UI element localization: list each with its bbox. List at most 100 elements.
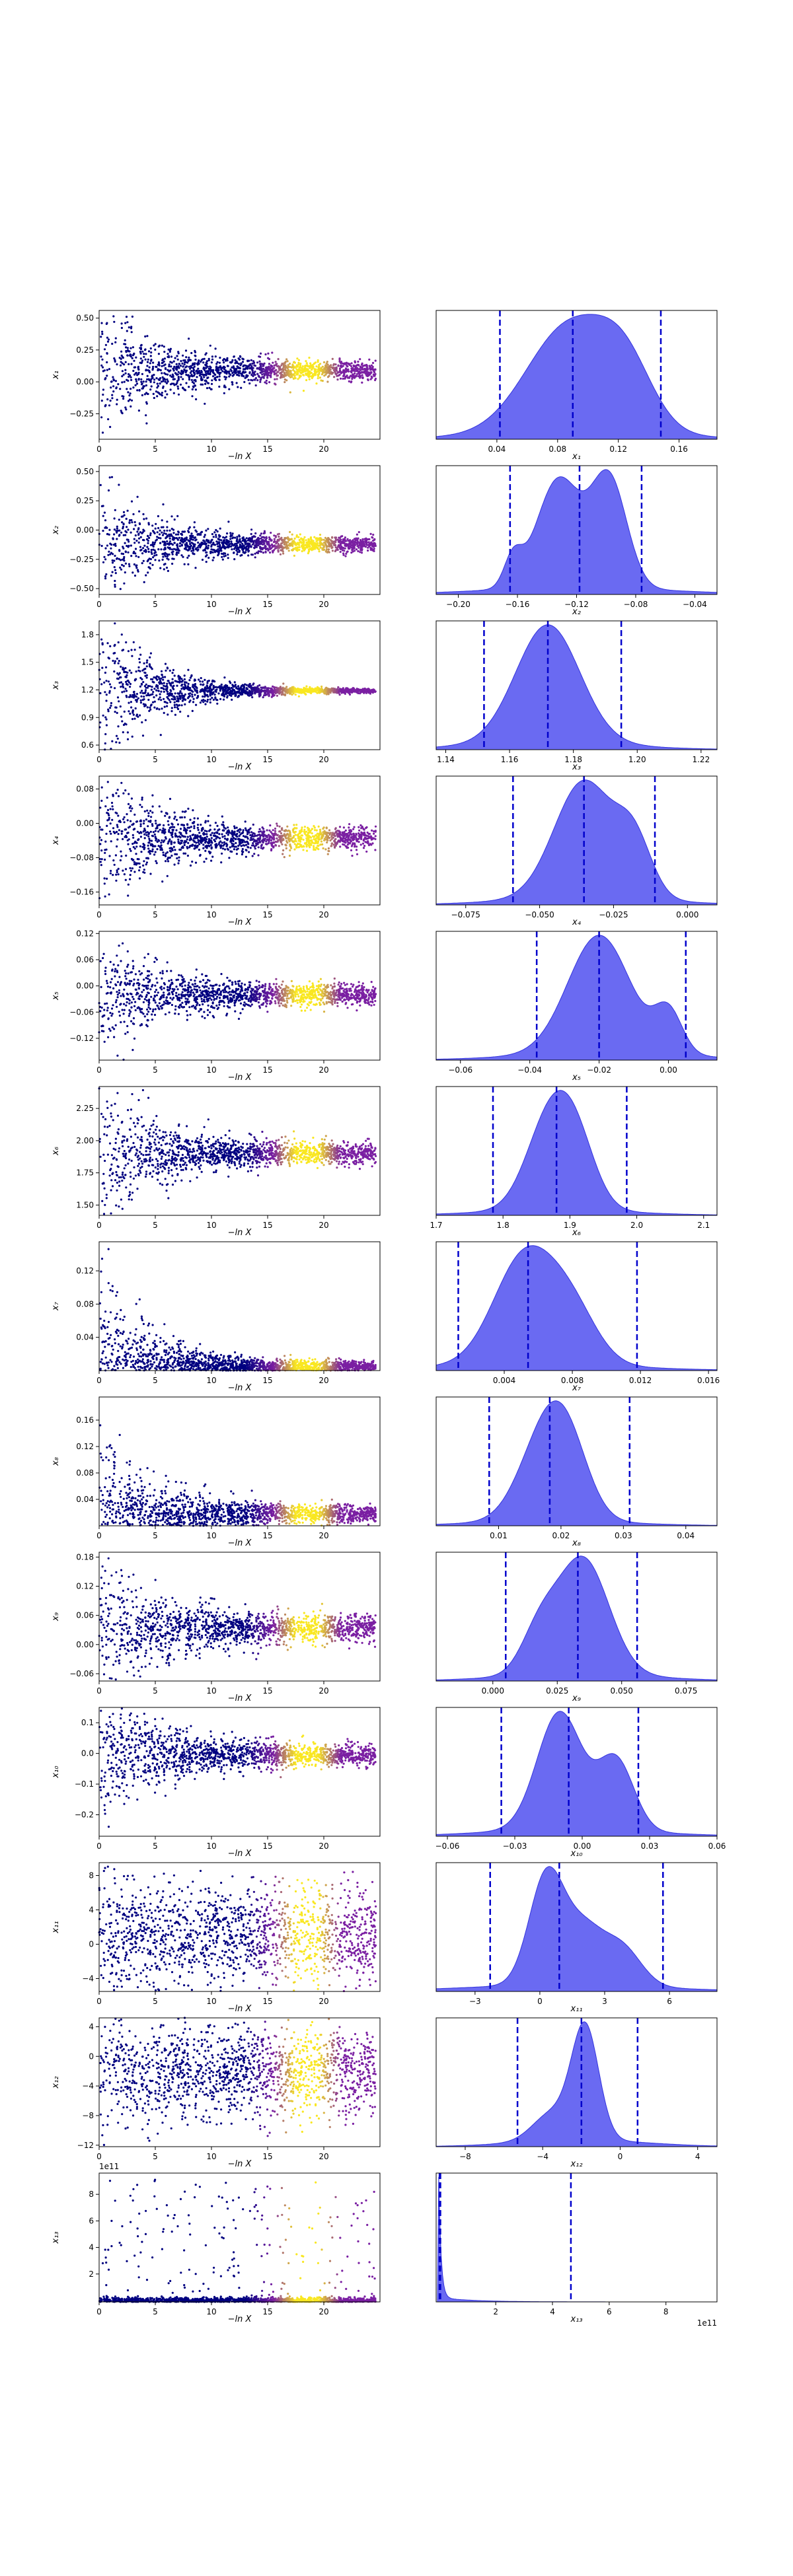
trace-point — [147, 559, 149, 561]
trace-point — [147, 692, 149, 695]
trace-point — [279, 553, 282, 555]
trace-point — [192, 385, 194, 388]
trace-point — [149, 544, 152, 546]
trace-point — [180, 680, 183, 683]
trace-point — [358, 531, 360, 534]
trace-point — [220, 368, 223, 371]
trace-point — [117, 678, 120, 680]
trace-point — [122, 373, 125, 376]
trace-point — [178, 704, 180, 707]
trace-point — [339, 550, 342, 554]
trace-point — [116, 845, 118, 848]
trace-point — [351, 549, 354, 552]
trace-point — [147, 542, 149, 544]
trace-point — [187, 539, 190, 542]
trace-point — [116, 711, 118, 714]
trace-point — [130, 388, 132, 390]
trace-point — [284, 546, 287, 549]
trace-point — [282, 690, 285, 692]
trace-point — [247, 550, 250, 553]
trace-point — [291, 376, 293, 378]
trace-point — [252, 375, 254, 378]
trace-point — [204, 371, 207, 373]
trace-point — [206, 540, 208, 542]
trace-point — [194, 536, 197, 539]
trace-point — [274, 383, 277, 386]
trace-point — [346, 365, 348, 367]
trace-point — [236, 690, 239, 694]
trace-point — [343, 363, 346, 365]
trace-point — [338, 690, 341, 692]
trace-point — [204, 699, 207, 702]
trace-point — [286, 360, 289, 363]
trace-point — [331, 689, 334, 692]
trace-point — [104, 575, 107, 578]
trace-point — [141, 721, 143, 724]
trace-point — [159, 567, 162, 569]
trace-point — [164, 662, 167, 665]
trace-point — [328, 538, 330, 541]
trace-point — [166, 529, 169, 532]
trace-point — [135, 378, 137, 380]
trace-point — [317, 825, 320, 828]
trace-point — [102, 651, 104, 654]
trace-point — [123, 710, 126, 713]
y-tick-label: −0.50 — [69, 584, 94, 593]
trace-point — [110, 547, 112, 550]
trace-point — [287, 541, 289, 544]
trace-point — [110, 544, 113, 546]
posterior-x-tick-label: 1.14 — [437, 755, 455, 764]
trace-point — [99, 721, 102, 724]
trace-point — [334, 550, 336, 553]
trace-point — [124, 361, 127, 363]
trace-point — [108, 404, 111, 407]
trace-point — [134, 524, 137, 527]
trace-point — [315, 688, 317, 690]
trace-point — [204, 543, 206, 546]
trace-point — [179, 383, 182, 386]
trace-point — [237, 551, 239, 554]
trace-point — [154, 559, 157, 561]
trace-point — [206, 387, 209, 390]
trace-point — [231, 698, 233, 701]
trace-point — [177, 351, 180, 353]
trace-point — [240, 363, 243, 365]
y-tick-label: 1.2 — [81, 685, 94, 694]
trace-point — [151, 563, 154, 566]
trace-point — [362, 540, 365, 543]
trace-point — [183, 548, 186, 550]
trace-point — [131, 357, 133, 360]
trace-point — [274, 378, 276, 380]
trace-point — [157, 368, 159, 371]
trace-point — [280, 371, 282, 375]
trace-point — [160, 670, 163, 672]
trace-point — [217, 369, 220, 371]
trace-point — [190, 674, 193, 677]
trace-point — [135, 565, 137, 567]
trace-point — [131, 718, 134, 721]
trace-point — [209, 694, 211, 697]
trace-point — [142, 528, 145, 531]
trace-point — [271, 690, 274, 692]
trace-point — [104, 851, 106, 854]
trace-point — [106, 398, 109, 401]
trace-point — [297, 361, 300, 365]
trace-point — [362, 365, 365, 367]
trace-point — [233, 355, 235, 358]
trace-point — [201, 378, 204, 382]
trace-point — [153, 681, 155, 684]
trace-point — [122, 398, 125, 400]
trace-point — [237, 685, 240, 688]
trace-point — [307, 550, 310, 553]
trace-point — [299, 690, 301, 693]
trace-point — [106, 544, 108, 547]
trace-point — [137, 371, 140, 374]
trace-point — [367, 373, 369, 376]
trace-point — [147, 550, 150, 554]
posterior-x-tick-label: 1.16 — [501, 755, 519, 764]
trace-point — [178, 692, 181, 695]
trace-point — [221, 693, 223, 696]
trace-point — [236, 553, 239, 555]
trace-point — [360, 363, 363, 366]
trace-point — [165, 669, 167, 672]
